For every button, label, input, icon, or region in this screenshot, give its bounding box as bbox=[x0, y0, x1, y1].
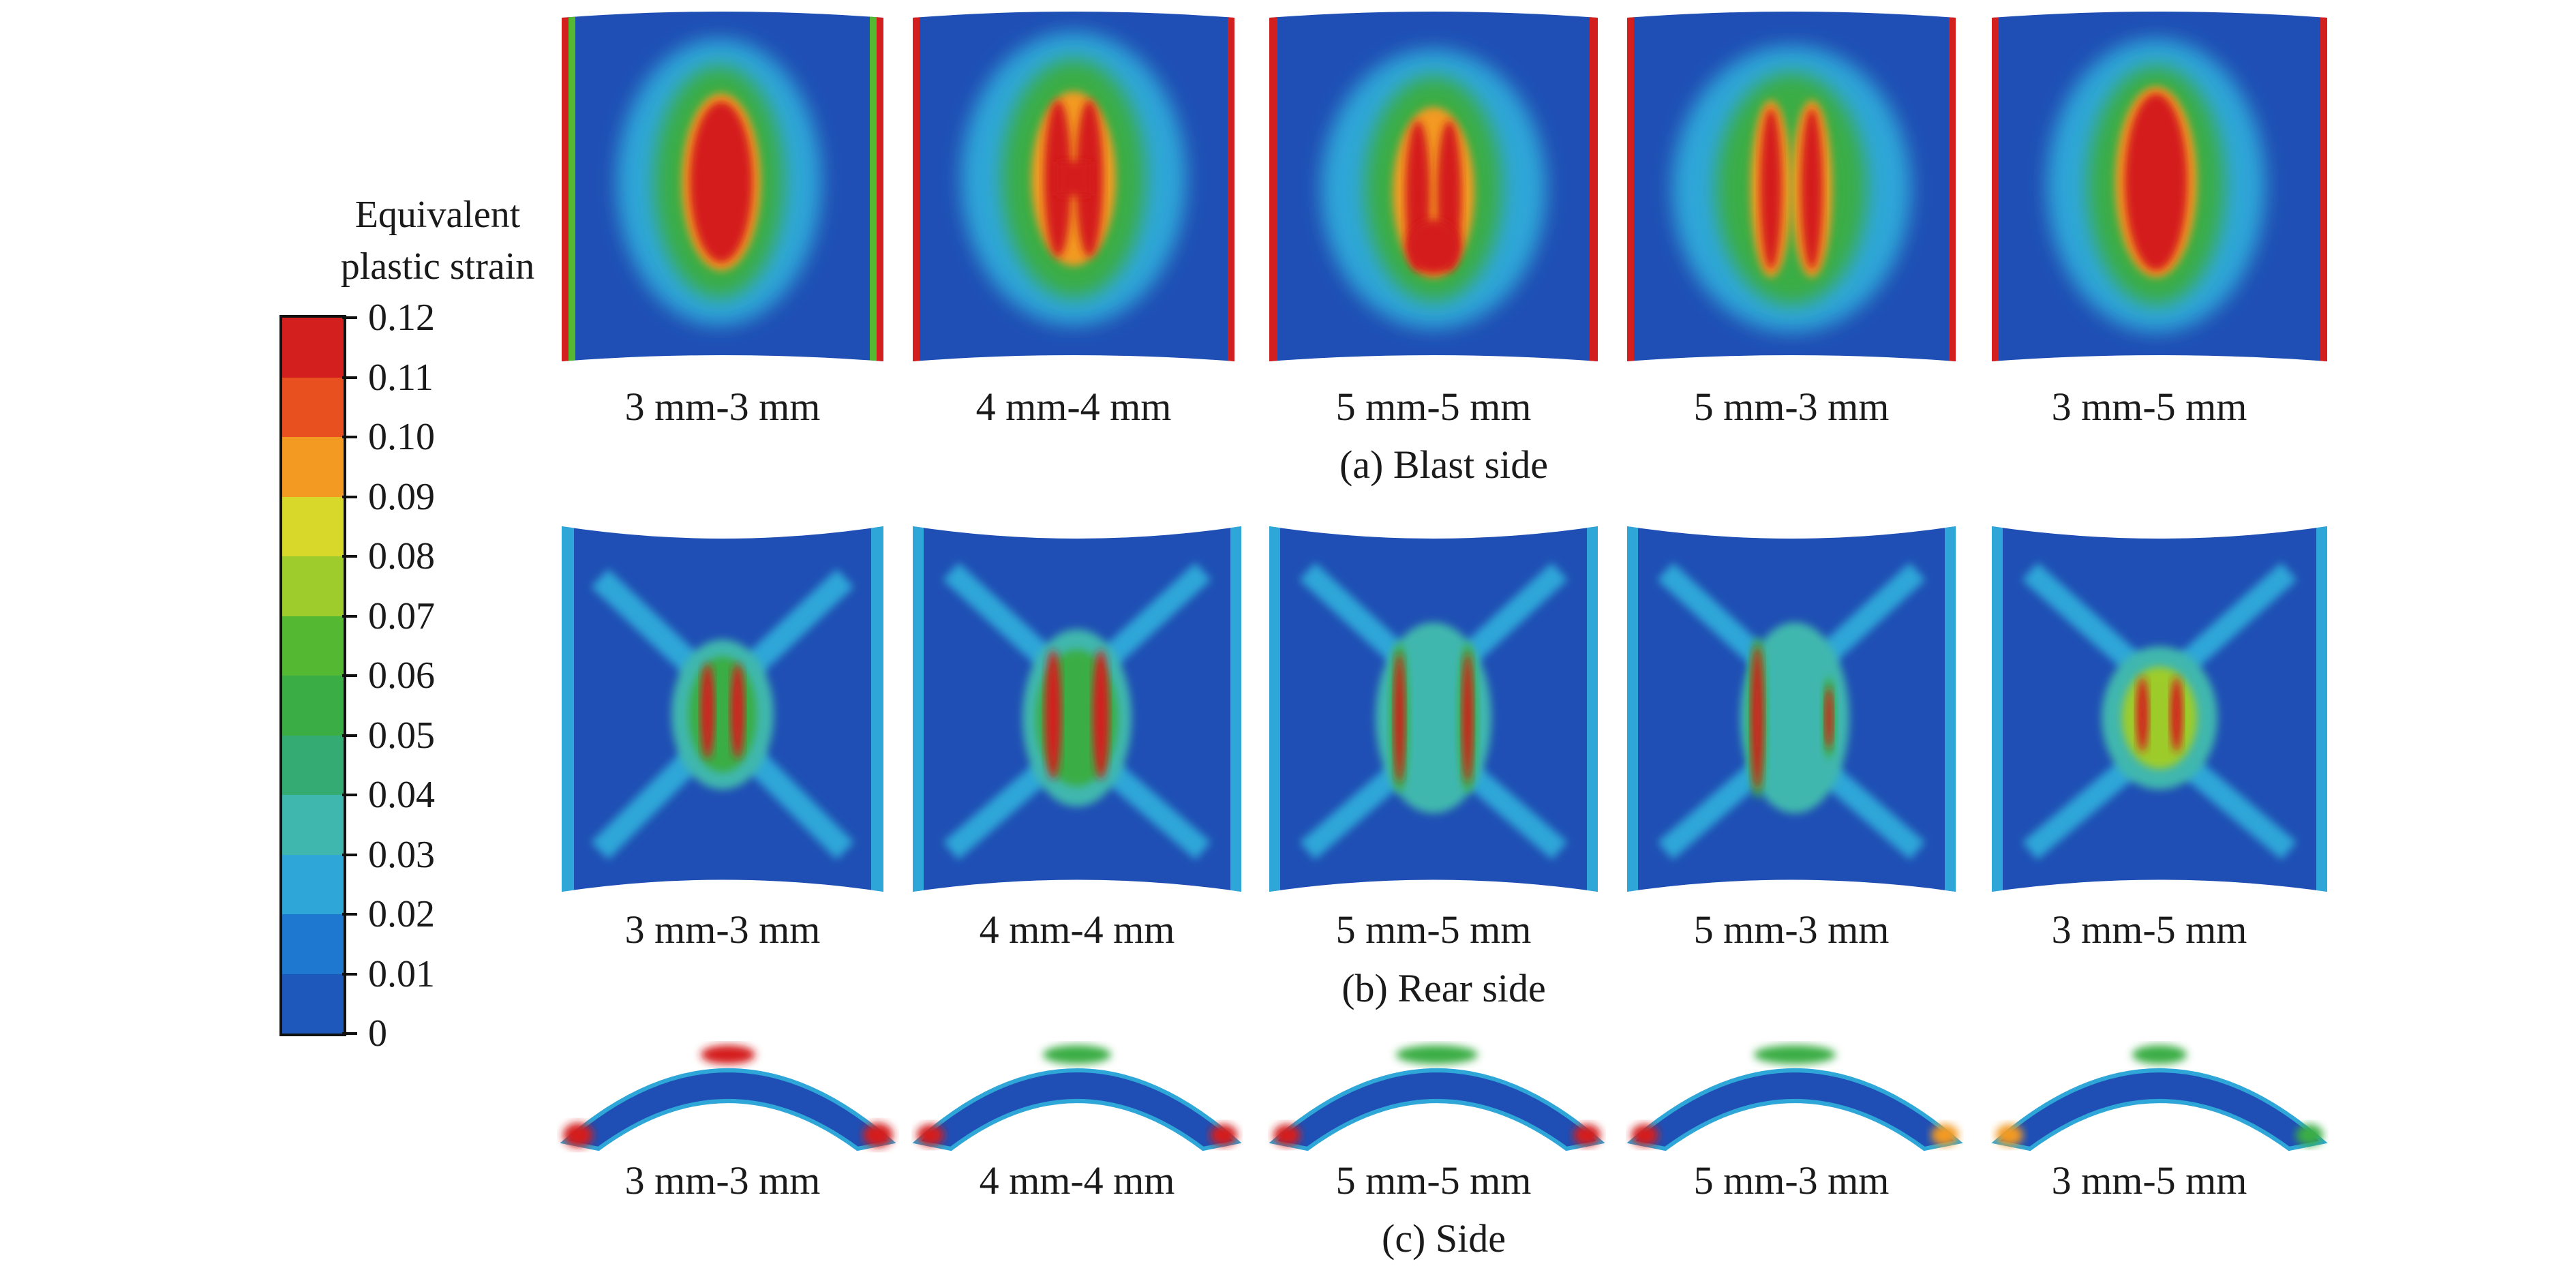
colorbar-tick bbox=[342, 972, 357, 976]
colorbar-band bbox=[282, 377, 344, 438]
panel-rear-3-5 bbox=[1989, 524, 2330, 895]
colorbar-tick bbox=[342, 555, 357, 558]
colorbar-band bbox=[282, 914, 344, 975]
panel-label: 3 mm-5 mm bbox=[2051, 385, 2247, 429]
colorbar-tick-label: 0.11 bbox=[368, 356, 434, 399]
colorbar-tick-label: 0.08 bbox=[368, 535, 435, 577]
panel-label: 5 mm-3 mm bbox=[1693, 385, 1890, 429]
panel-side-3-3 bbox=[558, 1040, 898, 1156]
panel-label: 5 mm-3 mm bbox=[1693, 907, 1890, 952]
colorbar-tick-label: 0.12 bbox=[368, 297, 435, 339]
panel-label: 5 mm-3 mm bbox=[1693, 1158, 1890, 1203]
panel-rear-5-5 bbox=[1267, 524, 1601, 895]
panel-blast-5-5 bbox=[1267, 8, 1601, 368]
colorbar-tick bbox=[342, 853, 357, 856]
colorbar-tick-label: 0.05 bbox=[368, 714, 435, 757]
colorbar-tick-label: 0.02 bbox=[368, 893, 435, 935]
panel-label: 3 mm-3 mm bbox=[624, 385, 821, 429]
panel-label: 3 mm-3 mm bbox=[624, 907, 821, 952]
colorbar-band bbox=[282, 676, 344, 736]
panel-rear-4-4 bbox=[910, 524, 1244, 895]
row-caption-rear: (b) Rear side bbox=[1342, 966, 1546, 1010]
row-caption-blast: (a) Blast side bbox=[1339, 442, 1549, 487]
colorbar-band bbox=[282, 795, 344, 856]
colorbar-band bbox=[282, 735, 344, 796]
panel-side-3-5 bbox=[1989, 1040, 2330, 1156]
colorbar-band bbox=[282, 437, 344, 498]
colorbar-tick-label: 0 bbox=[368, 1012, 387, 1055]
panel-blast-3-3 bbox=[559, 8, 886, 368]
panel-rear-3-3 bbox=[559, 524, 886, 895]
colorbar bbox=[279, 315, 346, 1036]
colorbar-tick-label: 0.10 bbox=[368, 416, 435, 458]
panel-side-5-5 bbox=[1267, 1040, 1607, 1156]
colorbar-tick-label: 0.04 bbox=[368, 774, 435, 816]
colorbar-band bbox=[282, 318, 344, 378]
panel-blast-4-4 bbox=[910, 8, 1237, 368]
colorbar-tick-label: 0.03 bbox=[368, 833, 435, 876]
colorbar-tick bbox=[342, 913, 357, 916]
colorbar-tick bbox=[342, 614, 357, 618]
colorbar-tick-label: 0.01 bbox=[368, 952, 435, 995]
colorbar-tick bbox=[342, 1032, 357, 1035]
legend-title-line1: Equivalent bbox=[354, 194, 521, 236]
panel-label: 5 mm-5 mm bbox=[1335, 385, 1532, 429]
panel-rear-5-3 bbox=[1624, 524, 1958, 895]
panel-blast-3-5 bbox=[1989, 8, 2330, 368]
panel-blast-5-3 bbox=[1624, 8, 1958, 368]
colorbar-tick-label: 0.09 bbox=[368, 475, 435, 518]
colorbar-tick bbox=[342, 674, 357, 677]
panel-label: 3 mm-3 mm bbox=[624, 1158, 821, 1203]
colorbar-band bbox=[282, 616, 344, 676]
colorbar-tick bbox=[342, 316, 357, 319]
panel-label: 3 mm-5 mm bbox=[2051, 907, 2247, 952]
colorbar-tick-label: 0.07 bbox=[368, 594, 435, 637]
colorbar-tick bbox=[342, 436, 357, 438]
colorbar-tick bbox=[342, 734, 357, 737]
panel-side-5-3 bbox=[1624, 1040, 1965, 1156]
colorbar-tick bbox=[342, 495, 357, 498]
row-caption-side: (c) Side bbox=[1382, 1216, 1506, 1261]
colorbar-band bbox=[282, 496, 344, 557]
colorbar-band bbox=[282, 974, 344, 1034]
panel-label: 3 mm-5 mm bbox=[2051, 1158, 2247, 1203]
panel-label: 4 mm-4 mm bbox=[979, 1158, 1175, 1203]
colorbar-tick bbox=[342, 794, 357, 796]
colorbar-band bbox=[282, 854, 344, 915]
colorbar-tick-label: 0.06 bbox=[368, 654, 435, 697]
colorbar-tick bbox=[342, 376, 357, 379]
colorbar-band bbox=[282, 556, 344, 617]
panel-label: 5 mm-5 mm bbox=[1335, 907, 1532, 952]
panel-label: 4 mm-4 mm bbox=[975, 385, 1172, 429]
panel-label: 5 mm-5 mm bbox=[1335, 1158, 1532, 1203]
panel-label: 4 mm-4 mm bbox=[979, 907, 1175, 952]
legend-title-line2: plastic strain bbox=[340, 245, 535, 288]
panel-side-4-4 bbox=[910, 1040, 1244, 1156]
